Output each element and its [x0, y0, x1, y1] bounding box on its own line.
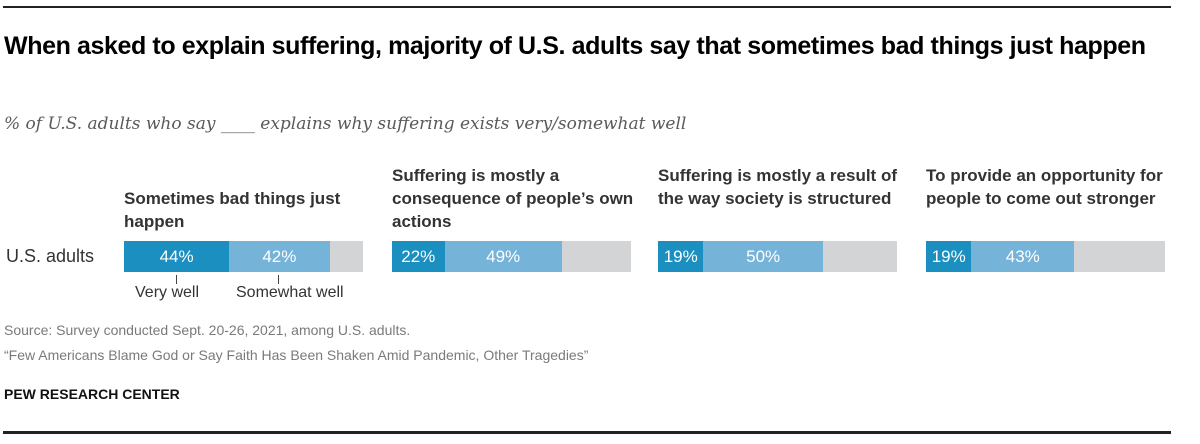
category-label-2: Suffering is mostly a consequence of peo… [392, 166, 634, 231]
chart-title: When asked to explain suffering, majorit… [4, 32, 1146, 60]
bar-2-segment-somewhat-well [444, 241, 562, 272]
legend-tick-somewhat-well [278, 275, 279, 284]
legend-tick-very-well [176, 275, 177, 284]
bar-1-segment-somewhat-well [229, 241, 330, 272]
row-label: U.S. adults [6, 246, 95, 266]
bar-2-label-somewhat-well: 49% [486, 247, 521, 266]
bar-3-segment-somewhat-well [703, 241, 823, 272]
bar-1-label-somewhat-well: 42% [262, 247, 297, 266]
bar-3: 19% 50% [658, 241, 897, 272]
category-label-4: To provide an opportunity for people to … [926, 166, 1163, 208]
bar-2: 22% 49% [392, 241, 631, 272]
bar-1: 44% 42% [124, 241, 363, 272]
bar-4: 19% 43% [926, 241, 1165, 272]
bar-2-segment-very-well [392, 241, 445, 272]
bar-3-label-somewhat-well: 50% [746, 247, 781, 266]
source-note: Source: Survey conducted Sept. 20-26, 20… [4, 322, 411, 338]
category-label-3: Suffering is mostly a result of the way … [658, 166, 897, 208]
bottom-rule [3, 431, 1171, 434]
report-title-note: “Few Americans Blame God or Say Faith Ha… [4, 347, 589, 363]
bar-4-label-very-well: 19% [931, 247, 966, 266]
category-label-1: Sometimes bad things just happen [124, 189, 341, 231]
bar-3-segment-very-well [658, 241, 704, 272]
brand-label: PEW RESEARCH CENTER [4, 386, 180, 402]
chart-subtitle: % of U.S. adults who say ____ explains w… [4, 114, 687, 134]
bar-2-label-very-well: 22% [401, 247, 436, 266]
bar-1-label-very-well: 44% [159, 247, 194, 266]
bar-4-segment-somewhat-well [971, 241, 1075, 272]
legend-somewhat-well: Somewhat well [236, 284, 344, 301]
legend-very-well: Very well [135, 284, 200, 301]
bar-3-label-very-well: 19% [663, 247, 698, 266]
bar-1-segment-very-well [124, 241, 230, 272]
bar-4-segment-very-well [926, 241, 972, 272]
bar-4-label-somewhat-well: 43% [1005, 247, 1040, 266]
top-rule [3, 6, 1171, 8]
